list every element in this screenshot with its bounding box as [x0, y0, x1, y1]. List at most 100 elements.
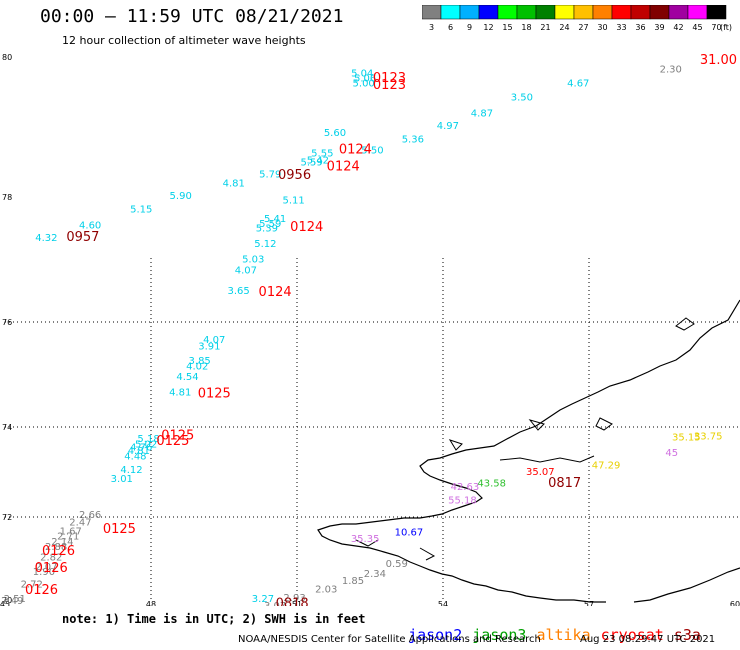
wave-label-gray: 2.66	[79, 510, 101, 521]
wave-label-gray: 2.07	[35, 562, 57, 573]
colorbar-tick: 21	[540, 23, 550, 32]
legend-s3a: s3a	[673, 626, 701, 644]
colorbar-tick: 9	[467, 23, 472, 32]
wave-label-red: 0125	[161, 429, 194, 444]
wave-label-gray: 2.34	[364, 569, 386, 580]
colorbar-tick: 36	[635, 23, 645, 32]
wave-label-red: 31.00	[700, 53, 737, 68]
colorbar-tick: 70	[711, 23, 721, 32]
colorbar-tick: 12	[483, 23, 493, 32]
wave-label-cyan: 5.12	[254, 239, 276, 250]
lat-tick-label: 74	[2, 423, 12, 432]
wave-label-gray: 2.49	[1, 596, 23, 606]
note-text: note: 1) Time is in UTC; 2) SWH is in fe…	[62, 612, 366, 626]
wave-label-cyan: 5.36	[402, 134, 424, 145]
wave-label-yellow: 33.75	[694, 432, 723, 443]
wave-label-cyan: 4.32	[35, 233, 57, 244]
wave-label-cyan: 4.97	[437, 121, 459, 132]
legend-jason2: jason2	[408, 626, 463, 644]
wave-label-gray: 3.07	[264, 601, 286, 606]
wave-label-gray: 1.90	[33, 567, 55, 578]
wave-label-red: 0124	[259, 285, 292, 300]
wave-label-cyan: 4.07	[235, 265, 257, 276]
wave-label-darkred: 0817	[548, 476, 581, 491]
wave-label-cyan: 4.48	[124, 451, 146, 462]
wave-label-violet: 45	[665, 448, 678, 459]
wave-label-gray: 2.03	[315, 585, 337, 596]
wave-label-cyan: 4.60	[79, 220, 101, 231]
colorbar-unit: (ft)	[720, 23, 732, 32]
wave-label-cyan: 5.42	[307, 155, 329, 166]
colorbar-tick: 39	[654, 23, 664, 32]
colorbar-tick: 33	[616, 23, 626, 32]
wave-label-red: 0124	[339, 143, 372, 158]
colorbar-tick: 15	[502, 23, 512, 32]
wave-label-red: 0125	[198, 387, 231, 402]
wave-label-cyan: 5.55	[311, 148, 333, 159]
wave-label-cyan: 5.18	[137, 434, 159, 445]
wave-label-gray: 0.59	[386, 559, 408, 570]
lon-tick-label: 54	[438, 600, 448, 606]
satellite-legend: jason2 jason3 altika cryosat s3a	[390, 608, 711, 644]
wave-label-cyan: 5.79	[259, 169, 281, 180]
wave-label-gray: 1.85	[342, 576, 364, 587]
lat-lon-grid: 45 48 51 54 57 60 70 72 74 76 78 80	[0, 53, 740, 606]
wave-label-cyan: 3.85	[189, 356, 211, 367]
wave-label-violet: 55.18	[448, 496, 477, 507]
colorbar-tick: 18	[521, 23, 531, 32]
coastline-detail	[355, 317, 695, 561]
lon-tick-label: 45	[0, 600, 10, 606]
wave-label-cyan: 5.02	[135, 439, 157, 450]
wave-label-cyan: 5.03	[242, 255, 264, 266]
wave-label-cyan: 5.15	[130, 205, 152, 216]
wave-label-cyan: 5.11	[282, 195, 304, 206]
wave-label-cyan: 5.04	[351, 69, 373, 80]
wave-label-cyan: 5.90	[170, 191, 192, 202]
wave-label-red: 0125	[156, 434, 189, 449]
wave-label-cyan: 4.12	[120, 465, 142, 476]
footer-timestamp: Aug 23 08:29:47 UTC 2021	[580, 634, 716, 645]
wave-label-cyan: 3.50	[511, 92, 533, 103]
map-subtitle: 12 hour collection of altimeter wave hei…	[62, 34, 306, 47]
lat-tick-label: 78	[2, 193, 12, 202]
footer-credit: NOAA/NESDIS Center for Satellite Applica…	[238, 634, 541, 645]
legend-jason3: jason3	[472, 626, 527, 644]
wave-label-darkred: 0957	[66, 230, 99, 245]
color-swatch	[706, 5, 727, 20]
wave-label-cyan: 3.91	[198, 341, 220, 352]
wave-label-red: 0126	[25, 583, 58, 598]
wave-label-cyan: 4.67	[567, 78, 589, 89]
wave-label-gray: 2.72	[21, 580, 43, 591]
wave-label-cyan: 4.87	[471, 109, 493, 120]
colorbar-tick: 30	[597, 23, 607, 32]
wave-label-gray: 2.51	[4, 594, 26, 605]
lat-tick-label: 70	[2, 596, 12, 605]
legend-cryosat: cryosat	[600, 626, 664, 644]
wave-label-cyan: 4.02	[186, 361, 208, 372]
wave-label-red: 0125	[103, 522, 136, 537]
lat-tick-label: 76	[2, 318, 12, 327]
lon-tick-label: 57	[584, 600, 594, 606]
wave-label-darkred: 0956	[278, 168, 311, 183]
wave-label-red: 35.07	[526, 467, 555, 478]
wave-label-cyan: 4.81	[223, 179, 245, 190]
wave-label-cyan: 3.01	[111, 474, 133, 485]
wave-label-red: 0123	[373, 78, 406, 93]
wave-label-gray: 2.30	[660, 64, 682, 75]
wave-label-green: 43.58	[477, 478, 506, 489]
wave-label-yellow: 47.29	[592, 460, 621, 471]
colorbar-tick: 24	[559, 23, 569, 32]
wave-label-gray: 2.47	[69, 517, 91, 528]
wave-label-gray: 2.88	[45, 542, 67, 553]
wave-label-gray: 2.71	[57, 531, 79, 542]
wave-label-cyan: 5.39	[256, 223, 278, 234]
wave-label-yellow: 35.15	[672, 433, 701, 444]
wave-label-violet: 42.63	[451, 482, 480, 493]
coastline	[317, 299, 740, 603]
wave-label-red: 0124	[290, 220, 323, 235]
wave-label-cyan: 4.54	[176, 372, 198, 383]
lon-tick-label: 51	[292, 600, 302, 606]
wave-label-gray: 2.82	[40, 553, 62, 564]
wave-label-gray: 2.14	[51, 537, 73, 548]
color-scale-bar: 3 6 9 12 15 18 21 24 27 30 33 36 39 42 45 70(ft)	[422, 5, 732, 32]
